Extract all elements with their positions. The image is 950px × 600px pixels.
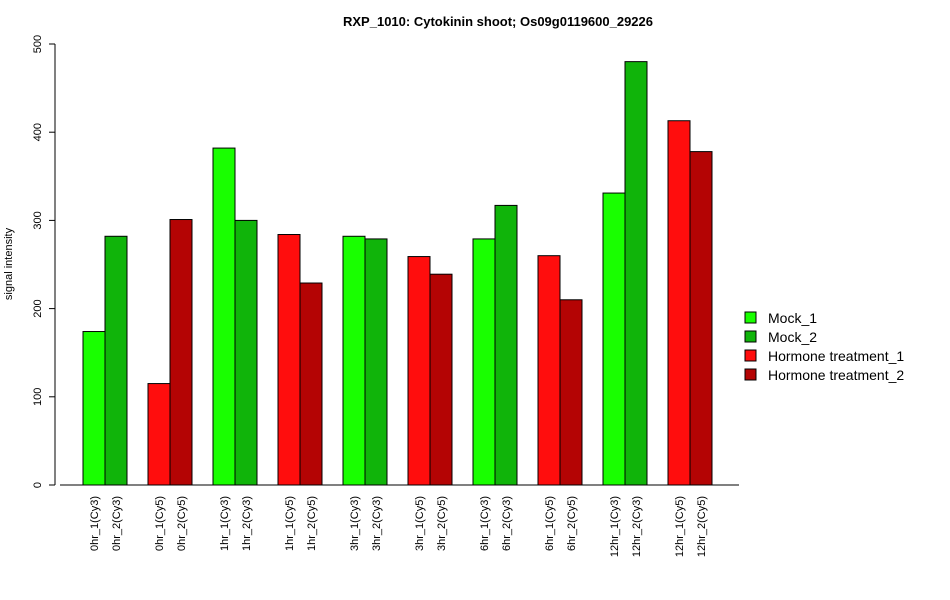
bar	[104, 235, 128, 486]
y-tick-label: 500	[32, 35, 44, 53]
bar	[559, 299, 583, 486]
y-tick-label: 100	[32, 388, 44, 406]
x-tick-label: 1hr_2(Cy3)	[241, 496, 253, 551]
bar	[602, 192, 626, 486]
x-tick-label: 3hr_1(Cy3)	[349, 496, 361, 551]
bar	[212, 147, 236, 486]
bar	[407, 256, 431, 486]
bar	[169, 219, 193, 486]
legend-swatch	[744, 330, 757, 343]
legend-swatch	[744, 368, 757, 381]
category-labels: 0hr_1(Cy3) 0hr_2(Cy3) 0hr_1(Cy5) 0hr_2(Cy5)…	[89, 496, 708, 557]
x-tick-label: 0hr_1(Cy3)	[89, 496, 101, 551]
x-tick-label: 12hr_1(Cy3)	[609, 496, 621, 557]
x-tick-label: 0hr_1(Cy5)	[154, 496, 166, 551]
x-tick-label: 3hr_1(Cy5)	[414, 496, 426, 551]
x-tick-label: 1hr_1(Cy3)	[219, 496, 231, 551]
bar	[689, 151, 713, 486]
x-tick-label: 0hr_2(Cy5)	[176, 496, 188, 551]
legend-label: Hormone treatment_2	[768, 367, 904, 383]
x-tick-label: 0hr_2(Cy3)	[111, 496, 123, 551]
bar	[667, 120, 691, 486]
legend-label: Hormone treatment_1	[768, 348, 904, 364]
x-tick-label: 12hr_1(Cy5)	[674, 496, 686, 557]
y-axis: 0 100 200 300 400 500	[32, 35, 56, 488]
bar	[277, 234, 301, 486]
x-tick-label: 12hr_2(Cy3)	[631, 496, 643, 557]
bar	[472, 238, 496, 486]
legend-label: Mock_1	[768, 310, 817, 326]
x-tick-label: 6hr_2(Cy3)	[501, 496, 513, 551]
bar	[624, 61, 648, 486]
legend-label: Mock_2	[768, 329, 817, 345]
bar	[494, 204, 518, 486]
x-tick-label: 3hr_2(Cy3)	[371, 496, 383, 551]
bars	[82, 61, 713, 486]
x-tick-label: 6hr_1(Cy3)	[479, 496, 491, 551]
bar	[147, 383, 171, 486]
bar	[537, 255, 561, 486]
x-tick-label: 3hr_2(Cy5)	[436, 496, 448, 551]
y-tick-label: 200	[32, 299, 44, 317]
bar	[429, 273, 453, 486]
bar	[299, 282, 323, 486]
y-tick-label: 0	[32, 482, 44, 488]
x-tick-label: 6hr_2(Cy5)	[566, 496, 578, 551]
legend-swatch	[744, 311, 757, 324]
bar	[234, 219, 258, 486]
legend-swatch	[744, 349, 757, 362]
bar	[82, 331, 106, 486]
y-axis-label: signal intensity	[3, 227, 15, 300]
chart-title: RXP_1010: Cytokinin shoot; Os09g0119600_…	[343, 14, 653, 29]
x-tick-label: 12hr_2(Cy5)	[696, 496, 708, 557]
x-tick-label: 1hr_1(Cy5)	[284, 496, 296, 551]
bar	[364, 238, 388, 486]
y-tick-label: 400	[32, 123, 44, 141]
bar	[342, 235, 366, 486]
y-tick-label: 300	[32, 211, 44, 229]
x-tick-label: 1hr_2(Cy5)	[306, 496, 318, 551]
legend: Mock_1 Mock_2 Hormone treatment_1 Hormone t…	[744, 310, 904, 383]
x-tick-label: 6hr_1(Cy5)	[544, 496, 556, 551]
